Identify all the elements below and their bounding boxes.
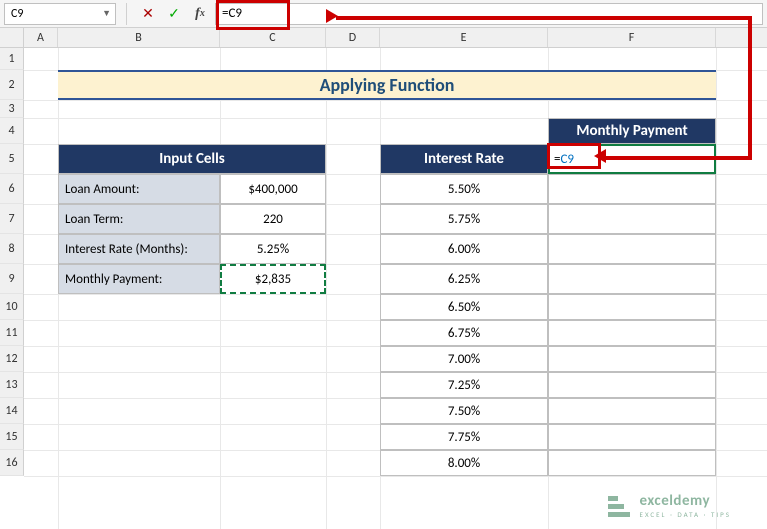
confirm-icon[interactable]: ✓ bbox=[163, 3, 185, 25]
rate-cell[interactable]: 6.25% bbox=[380, 264, 548, 294]
rate-cell[interactable]: 7.50% bbox=[380, 398, 548, 424]
rate-cell[interactable]: 6.00% bbox=[380, 234, 548, 264]
cell-value[interactable]: $400,000 bbox=[220, 174, 326, 204]
row-headers: 1 2 3 4 5 6 7 8 9 10 11 12 13 14 15 16 bbox=[0, 48, 24, 529]
payment-cell[interactable] bbox=[548, 264, 716, 294]
row-header[interactable]: 2 bbox=[0, 70, 24, 100]
payment-cell[interactable] bbox=[548, 294, 716, 320]
input-cells-header: Input Cells bbox=[58, 144, 326, 174]
row-header[interactable]: 15 bbox=[0, 424, 24, 450]
row-header[interactable]: 14 bbox=[0, 398, 24, 424]
cell-value[interactable]: 5.25% bbox=[220, 234, 326, 264]
payment-cell[interactable] bbox=[548, 450, 716, 476]
cell-value[interactable]: 220 bbox=[220, 204, 326, 234]
monthly-payment-header: Monthly Payment bbox=[548, 118, 716, 144]
sheet-area[interactable]: Applying Function Input Cells Loan Amoun… bbox=[24, 48, 767, 529]
formula-text: =C9 bbox=[222, 6, 242, 21]
separator bbox=[126, 3, 127, 25]
rate-cell[interactable]: 6.50% bbox=[380, 294, 548, 320]
chevron-down-icon[interactable]: ▼ bbox=[102, 8, 111, 19]
col-header[interactable]: A bbox=[24, 28, 58, 47]
formula-input[interactable]: =C9 bbox=[215, 3, 763, 25]
cell-label[interactable]: Monthly Payment: bbox=[58, 264, 220, 294]
col-header[interactable]: E bbox=[380, 28, 548, 47]
name-box[interactable]: C9 ▼ bbox=[4, 3, 116, 25]
row-header[interactable]: 16 bbox=[0, 450, 24, 476]
fx-icon[interactable]: fx bbox=[189, 3, 211, 25]
row-header[interactable]: 9 bbox=[0, 264, 24, 294]
payment-cell[interactable] bbox=[548, 234, 716, 264]
row-header[interactable]: 10 bbox=[0, 294, 24, 320]
name-box-value: C9 bbox=[11, 7, 23, 21]
cell-label[interactable]: Loan Amount: bbox=[58, 174, 220, 204]
row-header[interactable]: 11 bbox=[0, 320, 24, 346]
rate-cell[interactable]: 8.00% bbox=[380, 450, 548, 476]
row-header[interactable]: 3 bbox=[0, 100, 24, 118]
row-header[interactable]: 8 bbox=[0, 234, 24, 264]
payment-cell[interactable] bbox=[548, 372, 716, 398]
rate-cell[interactable]: 5.75% bbox=[380, 204, 548, 234]
rate-cell[interactable]: 5.50% bbox=[380, 174, 548, 204]
watermark-title: exceldemy bbox=[640, 492, 731, 510]
row-header[interactable]: 6 bbox=[0, 174, 24, 204]
row-header[interactable]: 7 bbox=[0, 204, 24, 234]
rate-cell[interactable]: 7.00% bbox=[380, 346, 548, 372]
formula-bar: C9 ▼ ✕ ✓ fx =C9 bbox=[0, 0, 767, 28]
row-header[interactable]: 4 bbox=[0, 118, 24, 144]
row-header[interactable]: 5 bbox=[0, 144, 24, 174]
cancel-icon[interactable]: ✕ bbox=[137, 3, 159, 25]
watermark-subtitle: EXCEL · DATA · TIPS bbox=[640, 510, 731, 519]
col-header[interactable]: F bbox=[548, 28, 716, 47]
rate-cell[interactable]: 6.75% bbox=[380, 320, 548, 346]
payment-cell[interactable] bbox=[548, 320, 716, 346]
active-cell-f5[interactable]: =C9 bbox=[548, 144, 716, 174]
row-header[interactable]: 13 bbox=[0, 372, 24, 398]
payment-cell[interactable] bbox=[548, 398, 716, 424]
cell-label[interactable]: Interest Rate (Months): bbox=[58, 234, 220, 264]
page-title: Applying Function bbox=[58, 70, 716, 100]
select-all-corner[interactable] bbox=[0, 28, 24, 47]
formula-ref: C9 bbox=[560, 152, 574, 167]
payment-cell[interactable] bbox=[548, 424, 716, 450]
cell-label[interactable]: Loan Term: bbox=[58, 204, 220, 234]
col-header[interactable]: B bbox=[58, 28, 220, 47]
rate-cell[interactable]: 7.75% bbox=[380, 424, 548, 450]
interest-rate-header: Interest Rate bbox=[380, 144, 548, 174]
col-header[interactable]: C bbox=[220, 28, 326, 47]
cell-c9-source[interactable]: $2,835 bbox=[220, 264, 326, 294]
payment-cell[interactable] bbox=[548, 174, 716, 204]
logo-icon bbox=[608, 494, 632, 518]
rate-cell[interactable]: 7.25% bbox=[380, 372, 548, 398]
row-header[interactable]: 1 bbox=[0, 48, 24, 70]
row-header[interactable]: 12 bbox=[0, 346, 24, 372]
watermark: exceldemy EXCEL · DATA · TIPS bbox=[608, 492, 731, 519]
payment-cell[interactable] bbox=[548, 204, 716, 234]
payment-cell[interactable] bbox=[548, 346, 716, 372]
column-headers: A B C D E F bbox=[0, 28, 767, 48]
col-header[interactable]: D bbox=[326, 28, 380, 47]
